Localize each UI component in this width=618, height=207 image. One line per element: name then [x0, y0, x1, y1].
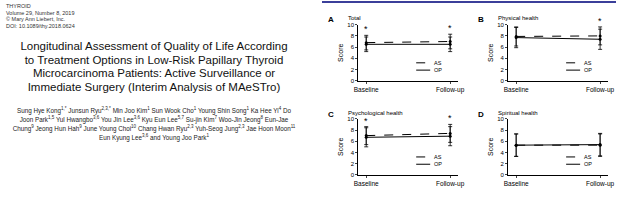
- svg-text:C: C: [328, 110, 334, 119]
- svg-text:OP: OP: [584, 161, 592, 167]
- svg-text:*: *: [448, 23, 452, 33]
- svg-text:6: 6: [351, 138, 355, 144]
- svg-text:10: 10: [347, 116, 354, 122]
- svg-text:Total: Total: [348, 15, 361, 21]
- svg-text:AS: AS: [434, 60, 442, 66]
- svg-text:6: 6: [351, 44, 355, 50]
- svg-text:4: 4: [501, 55, 505, 61]
- svg-text:2: 2: [351, 161, 355, 167]
- svg-text:Score: Score: [337, 43, 344, 61]
- svg-text:D: D: [478, 110, 484, 119]
- svg-text:A: A: [328, 15, 334, 24]
- svg-text:0: 0: [501, 78, 505, 84]
- svg-text:Baseline: Baseline: [354, 86, 379, 93]
- svg-text:Spiritual health: Spiritual health: [498, 110, 538, 116]
- svg-text:0: 0: [351, 172, 355, 178]
- svg-text:Score: Score: [487, 43, 494, 61]
- svg-text:0: 0: [501, 172, 505, 178]
- svg-text:10: 10: [347, 22, 354, 28]
- svg-text:0: 0: [351, 78, 355, 84]
- svg-text:6: 6: [501, 138, 505, 144]
- svg-text:*: *: [598, 16, 602, 26]
- svg-text:Score: Score: [487, 138, 494, 156]
- svg-text:Baseline: Baseline: [354, 180, 379, 187]
- svg-text:2: 2: [501, 67, 505, 73]
- svg-text:8: 8: [351, 33, 355, 39]
- html-text:DOI: 10.1089/thy.2018.0624: DOI: 10.1089/thy.2018.0624: [6, 22, 75, 29]
- html-text:Sung Hye Kong1,* Junsun Ryu2,3: Sung Hye Kong1,* Junsun Ryu2,3,* Min Joo…: [12, 105, 296, 132]
- svg-text:8: 8: [351, 127, 355, 133]
- svg-text:*: *: [364, 24, 368, 34]
- svg-text:*: *: [448, 113, 452, 123]
- html-text:THYROID: THYROID: [6, 3, 31, 9]
- svg-text:10: 10: [497, 22, 504, 28]
- svg-text:Follow-up: Follow-up: [586, 86, 615, 94]
- svg-text:B: B: [478, 15, 484, 24]
- svg-text:AS: AS: [584, 154, 592, 160]
- svg-text:Psychological health: Psychological health: [348, 110, 403, 116]
- html-text:© Mary Ann Liebert, Inc.: © Mary Ann Liebert, Inc.: [6, 16, 66, 22]
- svg-text:OP: OP: [584, 67, 592, 73]
- svg-text:OP: OP: [434, 67, 442, 73]
- svg-text:2: 2: [351, 67, 355, 73]
- svg-text:Follow-up: Follow-up: [436, 180, 465, 188]
- svg-text:8: 8: [501, 33, 505, 39]
- svg-text:4: 4: [351, 150, 355, 156]
- html-text:Longitudinal Assessment of Qua: Longitudinal Assessment of Quality of Li…: [20, 40, 288, 93]
- svg-text:AS: AS: [434, 154, 442, 160]
- svg-text:Follow-up: Follow-up: [436, 86, 465, 94]
- svg-text:Score: Score: [337, 138, 344, 156]
- svg-text:Follow-up: Follow-up: [586, 180, 615, 188]
- svg-text:Physical health: Physical health: [498, 15, 538, 21]
- svg-text:2: 2: [501, 161, 505, 167]
- svg-text:4: 4: [501, 150, 505, 156]
- svg-text:OP: OP: [434, 161, 442, 167]
- svg-text:AS: AS: [584, 60, 592, 66]
- svg-text:Baseline: Baseline: [504, 86, 529, 93]
- html-text:Eun Kyung Lee3,6and Young Joo: Eun Kyung Lee3,6and Young Joo Park1: [99, 132, 209, 141]
- svg-text:8: 8: [501, 127, 505, 133]
- svg-text:Baseline: Baseline: [504, 180, 529, 187]
- html-text:Volume 29, Number 8, 2019: Volume 29, Number 8, 2019: [6, 9, 75, 16]
- svg-text:10: 10: [497, 116, 504, 122]
- svg-text:4: 4: [351, 55, 355, 61]
- svg-text:6: 6: [501, 44, 505, 50]
- svg-text:*: *: [364, 116, 368, 126]
